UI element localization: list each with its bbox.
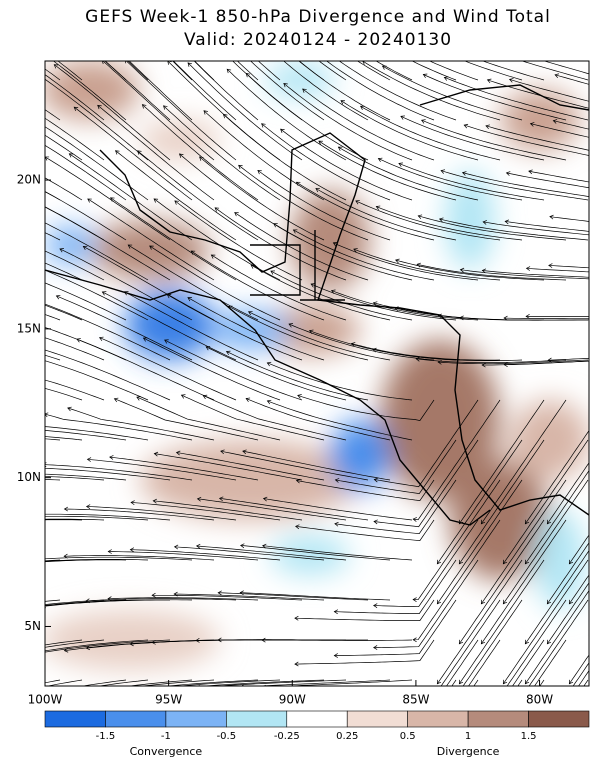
arrowhead <box>1 704 5 708</box>
arrowhead <box>29 68 33 72</box>
arrowhead <box>467 35 471 39</box>
arrowhead <box>533 33 537 37</box>
colorbar-box <box>347 711 407 727</box>
y-tick-label: 5N <box>24 619 41 633</box>
arrowhead <box>481 760 485 764</box>
arrowhead <box>591 680 595 684</box>
arrowhead <box>130 689 134 693</box>
arrowhead <box>0 421 3 425</box>
arrowhead <box>591 760 595 764</box>
arrowhead <box>511 34 515 38</box>
colorbar-label: 1 <box>465 731 471 742</box>
arrowhead <box>58 21 62 25</box>
arrowhead <box>324 50 328 54</box>
colorbar-label: 1.5 <box>521 731 537 742</box>
streamline <box>262 640 412 641</box>
arrowhead <box>374 729 378 733</box>
arrowhead <box>413 758 417 762</box>
arrowhead <box>21 654 25 658</box>
colorbar-box <box>226 711 286 727</box>
colorbar-box <box>45 711 105 727</box>
colorbar-box <box>408 711 468 727</box>
arrowhead <box>591 560 595 564</box>
title: GEFS Week-1 850-hPa Divergence and Wind … <box>85 7 551 27</box>
streamline <box>591 440 601 564</box>
arrowhead <box>0 119 4 123</box>
colorbar: -1.5 -1 -0.5 -0.25 0.25 0.5 1 1.5 Convergence Div… <box>45 711 589 758</box>
arrowhead <box>591 640 595 644</box>
colorbar-label: -0.5 <box>217 731 237 742</box>
colorbar-box <box>287 711 347 727</box>
x-tick-label: 85W <box>402 693 429 707</box>
y-tick-label: 20N <box>17 173 41 187</box>
colorbar-label: -1.5 <box>96 731 116 742</box>
arrowhead <box>459 760 463 764</box>
streamline <box>591 560 601 684</box>
streamline <box>0 0 82 40</box>
arrowhead <box>20 607 24 611</box>
arrowhead <box>65 695 69 699</box>
colorbar-box <box>166 711 226 727</box>
colorbar-label: -1 <box>161 731 171 742</box>
arrowhead <box>0 657 3 661</box>
x-tick-label: 95W <box>155 693 182 707</box>
arrowhead <box>30 344 34 348</box>
streamline <box>557 0 601 40</box>
x-tick-label: 80W <box>526 693 553 707</box>
arrowhead <box>12 256 16 260</box>
arrowhead <box>109 691 113 695</box>
y-tick-label: 10N <box>17 470 41 484</box>
streamline <box>591 680 601 769</box>
x-tick-label: 90W <box>279 693 306 707</box>
arrowhead <box>7 349 11 353</box>
arrowhead <box>0 516 2 520</box>
arrowhead <box>25 114 29 118</box>
colorbar-box <box>529 711 589 727</box>
arrowhead <box>21 465 24 469</box>
arrowhead <box>7 29 11 33</box>
streamline <box>591 520 601 644</box>
colorbar-label: 0.5 <box>400 731 416 742</box>
arrowhead <box>547 760 551 764</box>
colorbar-label: -0.25 <box>274 731 300 742</box>
x-tick-label: 100W <box>28 693 63 707</box>
arrowhead <box>16 209 20 213</box>
colorbar-box <box>468 711 528 727</box>
streamline <box>591 640 601 764</box>
y-tick-label: 15N <box>17 321 41 335</box>
colorbar-right-label: Divergence <box>437 745 500 758</box>
arrowhead <box>591 520 595 524</box>
colorbar-box <box>105 711 165 727</box>
colorbar-left-label: Convergence <box>130 745 203 758</box>
colorbar-label: 0.25 <box>336 731 358 742</box>
arrowhead <box>33 299 37 303</box>
arrowhead <box>40 204 44 208</box>
subtitle: Valid: 20240124 - 20240130 <box>184 30 452 50</box>
arrowhead <box>20 513 23 517</box>
arrowhead <box>0 563 2 567</box>
arrowhead <box>525 760 529 764</box>
streamline <box>591 400 601 524</box>
arrowhead <box>174 686 178 690</box>
